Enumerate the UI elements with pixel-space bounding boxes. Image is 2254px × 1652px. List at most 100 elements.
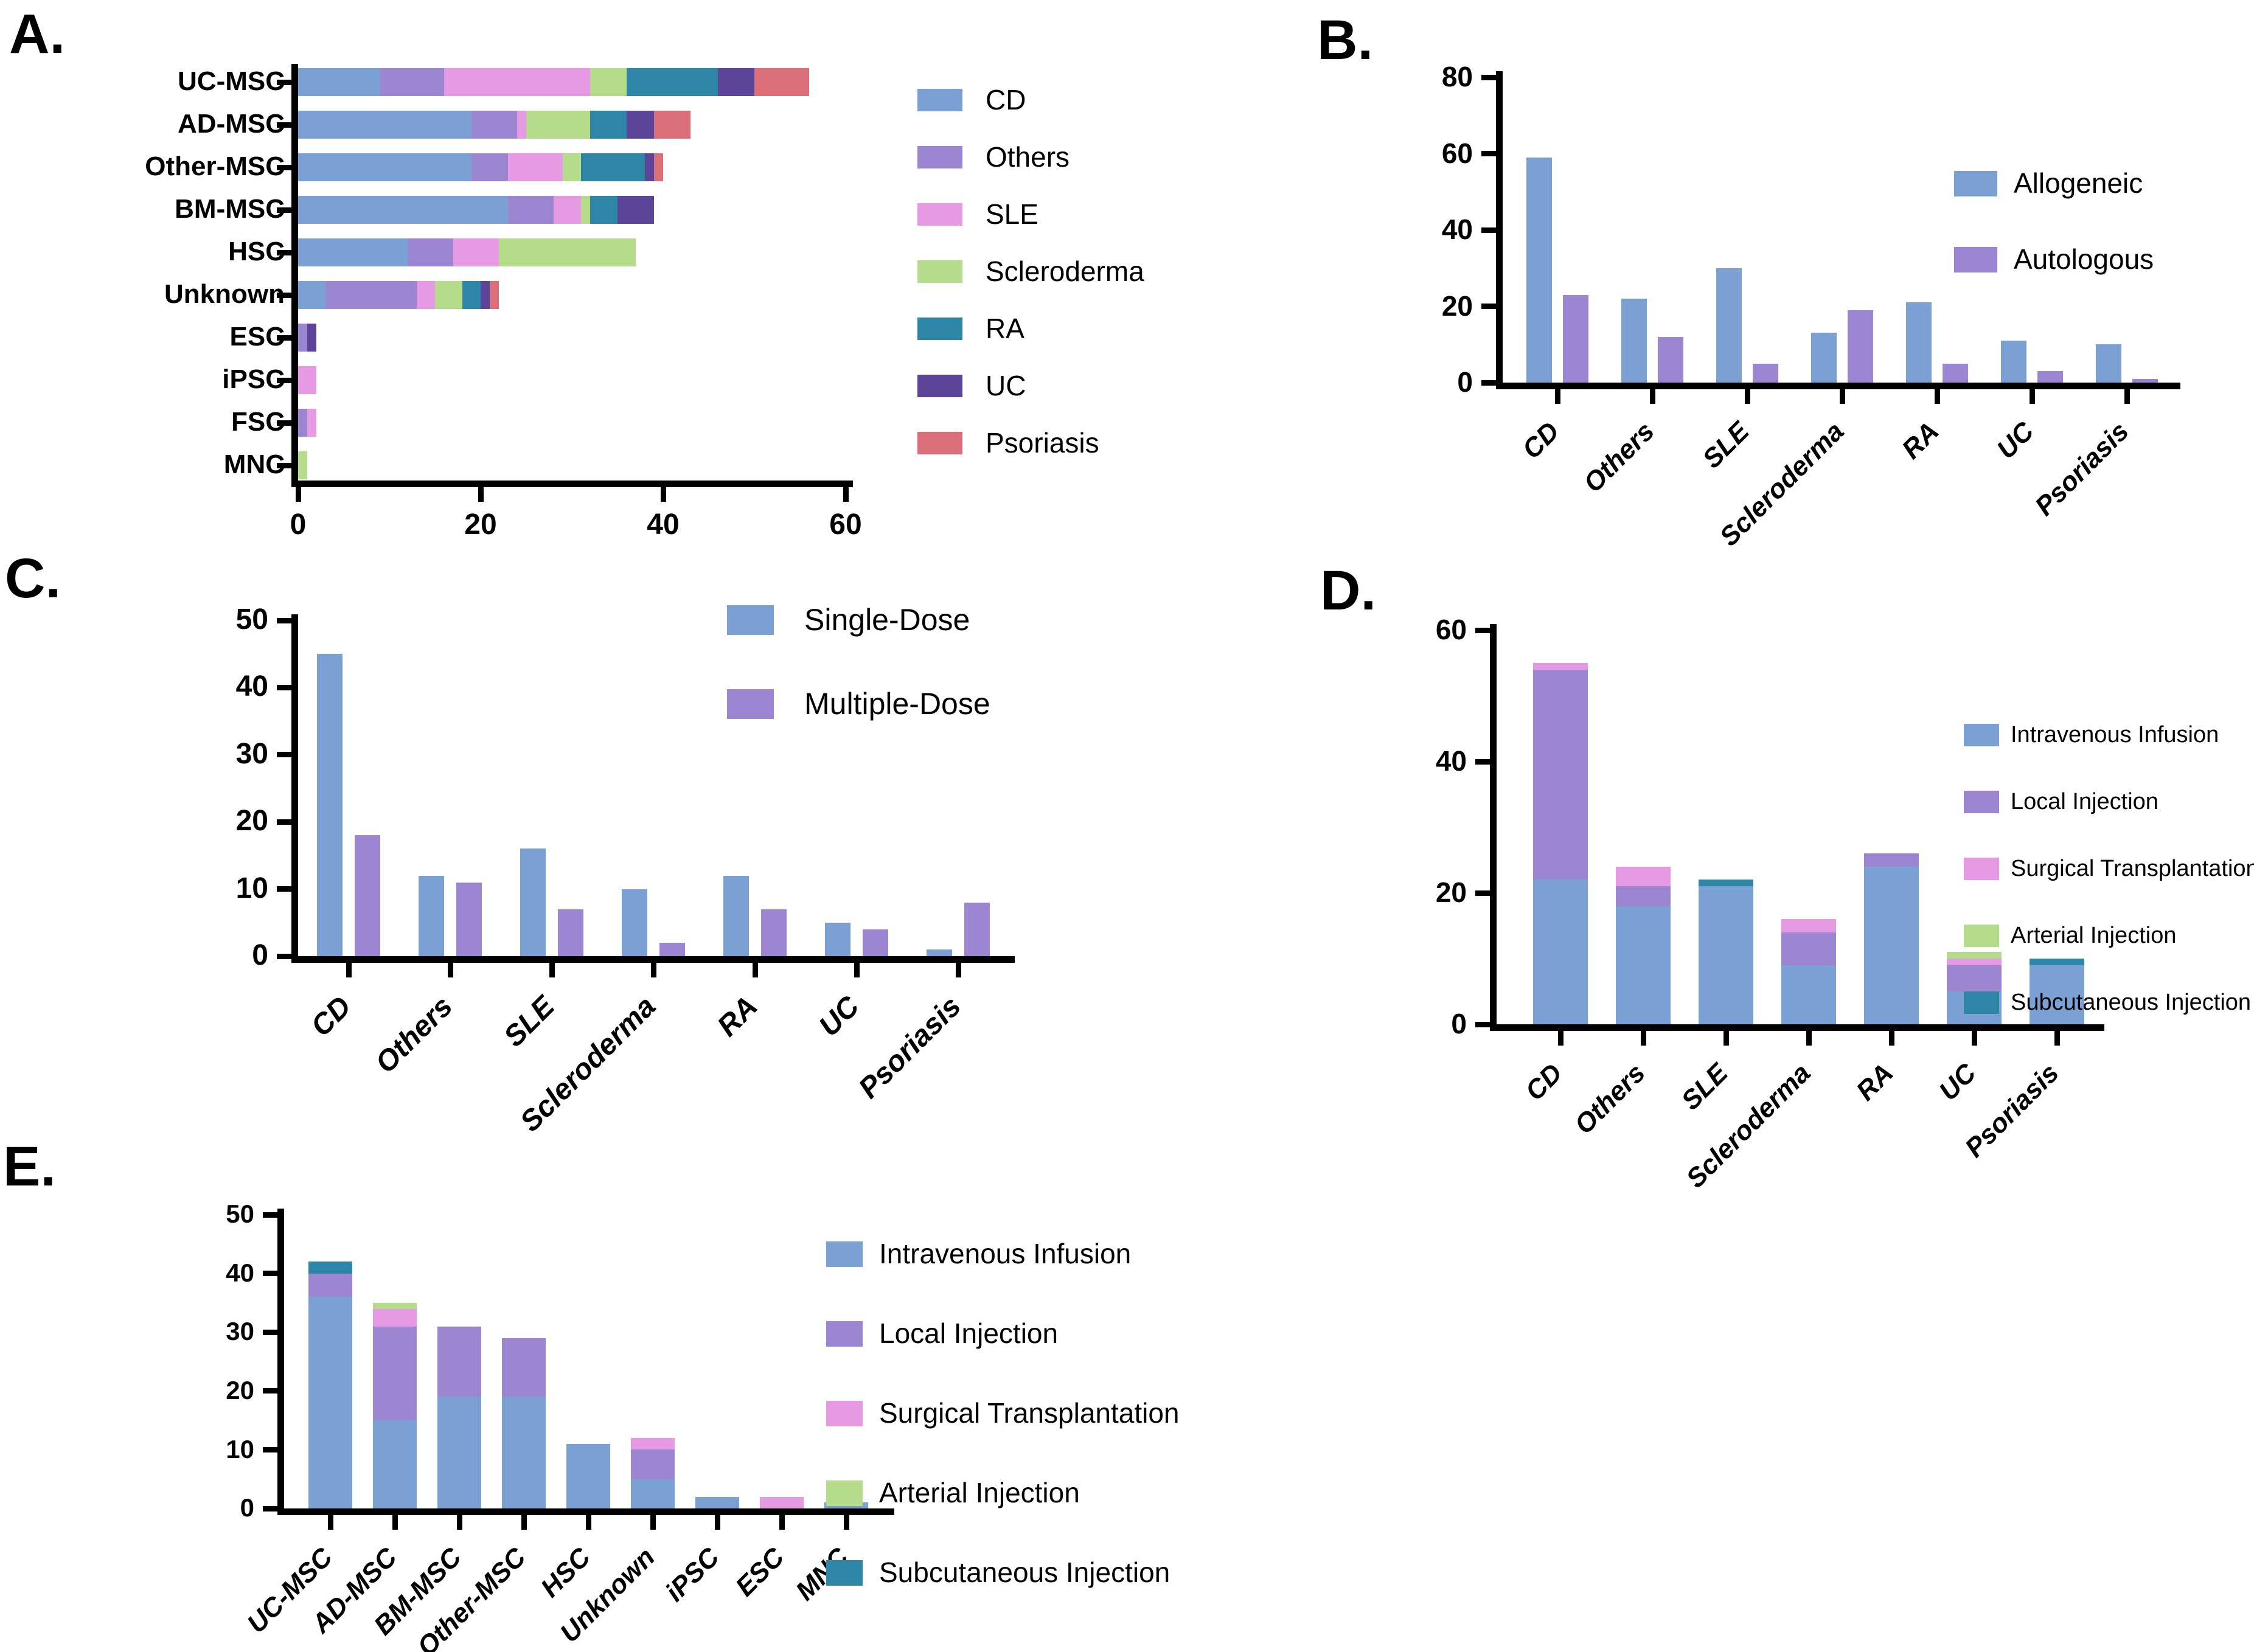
chart-c-y-tick-label-40: 40 — [235, 670, 268, 703]
chart-a-bar-ESC-UC — [307, 324, 316, 352]
chart-b-y-axis — [1496, 71, 1503, 389]
chart-e-bar-BM-MSC-Intravenous Infusion — [437, 1397, 481, 1508]
legend-e-swatch-Intravenous Infusion — [826, 1241, 863, 1267]
chart-b-x-tick-Psoriasis — [2124, 389, 2130, 404]
chart-d-x-tick-Psoriasis — [2054, 1031, 2060, 1046]
legend-a-swatch-UC — [917, 375, 962, 397]
chart-d-bar-CD-Local Injection — [1533, 669, 1588, 880]
chart-b-y-tick-label-60: 60 — [1441, 137, 1473, 169]
chart-d-bar-UC-Arterial Injection — [1947, 952, 2002, 959]
legend-c-label-Multiple-Dose: Multiple-Dose — [804, 686, 990, 721]
chart-c-bar-RA-Multiple-Dose — [761, 909, 787, 956]
chart-c-bar-UC-Single-Dose — [825, 922, 850, 956]
chart-e-bar-iPSC-Intravenous Infusion — [695, 1496, 739, 1508]
chart-a-bar-BM-MSC-Others — [508, 196, 554, 224]
chart-a-bar-Other-MSC-Psoriasis — [654, 153, 663, 181]
chart-e-x-tick-MNC — [843, 1515, 849, 1530]
chart-b-bar-Psoriasis-Allogeneic — [2096, 344, 2121, 383]
chart-b-bar-UC-Autologous — [2037, 371, 2063, 383]
panel-b-label: B. — [1317, 9, 1373, 71]
chart-b-y-tick-0 — [1481, 380, 1496, 386]
chart-b-bar-Psoriasis-Autologous — [2132, 378, 2158, 383]
chart-b-y-tick-label-80: 80 — [1441, 61, 1473, 93]
chart-d-bar-RA-Intravenous Infusion — [1864, 866, 1919, 1024]
chart-a-bar-Unknown-Others — [325, 281, 417, 309]
chart-b-bar-RA-Allogeneic — [1906, 302, 1932, 383]
legend-a-swatch-RA — [917, 318, 962, 340]
chart-a-bar-BM-MSC-RA — [590, 196, 617, 224]
chart-a-cat-tick-FSC — [277, 420, 291, 426]
chart-c-bar-Scleroderma-Single-Dose — [622, 889, 647, 956]
chart-c-bar-UC-Multiple-Dose — [863, 929, 888, 956]
chart-a-x-tick-label-0: 0 — [290, 508, 307, 541]
chart-a-bar-HSC-SLE — [453, 238, 499, 266]
chart-e-y-tick-50 — [263, 1212, 277, 1218]
chart-a-cat-label-Unknown: Unknown — [164, 279, 285, 310]
chart-d-bar-Psoriasis-Intravenous Infusion — [2030, 965, 2084, 1024]
chart-e-y-tick-10 — [263, 1446, 277, 1452]
chart-e-bar-Unknown-Surgical Transplantation — [631, 1438, 675, 1450]
chart-b-bar-SLE-Allogeneic — [1716, 268, 1742, 383]
chart-e-bar-UC-MSC-Subcutaneous Injection — [308, 1262, 352, 1274]
chart-a-cat-label-AD-MSC: AD-MSC — [178, 109, 285, 139]
chart-d-y-axis — [1490, 624, 1497, 1031]
legend-e-label-Local Injection: Local Injection — [879, 1317, 1059, 1350]
chart-e-y-tick-label-30: 30 — [226, 1317, 254, 1346]
chart-a-bar-Unknown-CD — [298, 281, 325, 309]
legend-d-swatch-Subcutaneous Injection — [1964, 991, 1999, 1014]
chart-a-bar-Unknown-Psoriasis — [490, 281, 499, 309]
chart-d-x-label-text-RA: RA — [1851, 1058, 1899, 1106]
legend-a-swatch-Psoriasis — [917, 432, 962, 454]
chart-c-y-tick-label-50: 50 — [235, 603, 268, 636]
chart-a-bar-AD-MSC-RA — [590, 111, 627, 139]
chart-e-y-tick-0 — [263, 1505, 277, 1511]
legend-d-label-Intravenous Infusion: Intravenous Infusion — [2011, 721, 2219, 748]
chart-e-bar-AD-MSC-Intravenous Infusion — [373, 1420, 417, 1508]
chart-d-y-tick-label-0: 0 — [1451, 1008, 1467, 1040]
legend-e-label-Arterial Injection: Arterial Injection — [879, 1477, 1080, 1509]
chart-c-x-tick-Psoriasis — [955, 963, 961, 977]
chart-a-bar-Other-MSC-Scleroderma — [563, 153, 581, 181]
chart-a-x-tick-label-60: 60 — [829, 508, 862, 541]
chart-d-y-tick-0 — [1475, 1021, 1490, 1027]
legend-c-swatch-Single-Dose — [727, 605, 774, 635]
chart-e-y-tick-label-40: 40 — [226, 1258, 254, 1287]
chart-a-bar-UC-MSC-Scleroderma — [590, 68, 627, 96]
chart-d-bar-Others-Intravenous Infusion — [1616, 906, 1671, 1024]
legend-a-swatch-CD — [917, 89, 962, 111]
chart-b-bar-CD-Autologous — [1563, 294, 1588, 383]
chart-e-y-axis — [277, 1209, 284, 1515]
chart-d-bar-SLE-Intravenous Infusion — [1699, 886, 1753, 1024]
chart-b-bar-CD-Allogeneic — [1526, 157, 1552, 383]
chart-e-x-tick-HSC — [585, 1515, 591, 1530]
legend-d-label-Local Injection: Local Injection — [2011, 788, 2158, 814]
chart-c-x-label-text-SLE: SLE — [497, 990, 561, 1053]
chart-e-x-label-text-iPSC: iPSC — [659, 1542, 725, 1608]
chart-c-y-tick-label-10: 10 — [235, 872, 268, 904]
chart-d-y-tick-label-40: 40 — [1435, 745, 1467, 777]
legend-a-swatch-SLE — [917, 203, 962, 226]
chart-d-x-tick-Scleroderma — [1806, 1031, 1812, 1046]
legend-b-swatch-Allogeneic — [1954, 171, 1997, 196]
chart-a-bar-Other-MSC-UC — [645, 153, 654, 181]
chart-a-cat-label-FSC: FSC — [231, 407, 285, 437]
chart-c-y-tick-20 — [277, 819, 291, 825]
chart-a-cat-tick-MNC — [277, 462, 291, 468]
chart-a-x-tick-0 — [295, 487, 301, 502]
chart-a-cat-label-BM-MSC: BM-MSC — [175, 194, 285, 224]
legend-c-swatch-Multiple-Dose — [727, 689, 774, 719]
chart-d-y-tick-label-20: 20 — [1435, 876, 1467, 909]
chart-d-bar-Scleroderma-Local Injection — [1781, 932, 1836, 965]
chart-a-bar-MNC-Scleroderma — [298, 451, 307, 479]
chart-a-cat-label-HSC: HSC — [228, 237, 285, 267]
chart-b-y-tick-20 — [1481, 304, 1496, 309]
chart-e-bar-HSC-Intravenous Infusion — [566, 1443, 610, 1508]
chart-a-cat-label-iPSC: iPSC — [222, 364, 285, 395]
chart-e-x-tick-ESC — [779, 1515, 785, 1530]
chart-b-bar-Others-Allogeneic — [1621, 298, 1647, 383]
chart-d-y-tick-label-60: 60 — [1435, 614, 1467, 646]
chart-a-bar-Unknown-SLE — [417, 281, 435, 309]
chart-a-x-tick-60 — [843, 487, 849, 502]
chart-c-x-tick-SLE — [549, 963, 555, 977]
chart-b-x-label-text-UC: UC — [1991, 416, 2040, 465]
